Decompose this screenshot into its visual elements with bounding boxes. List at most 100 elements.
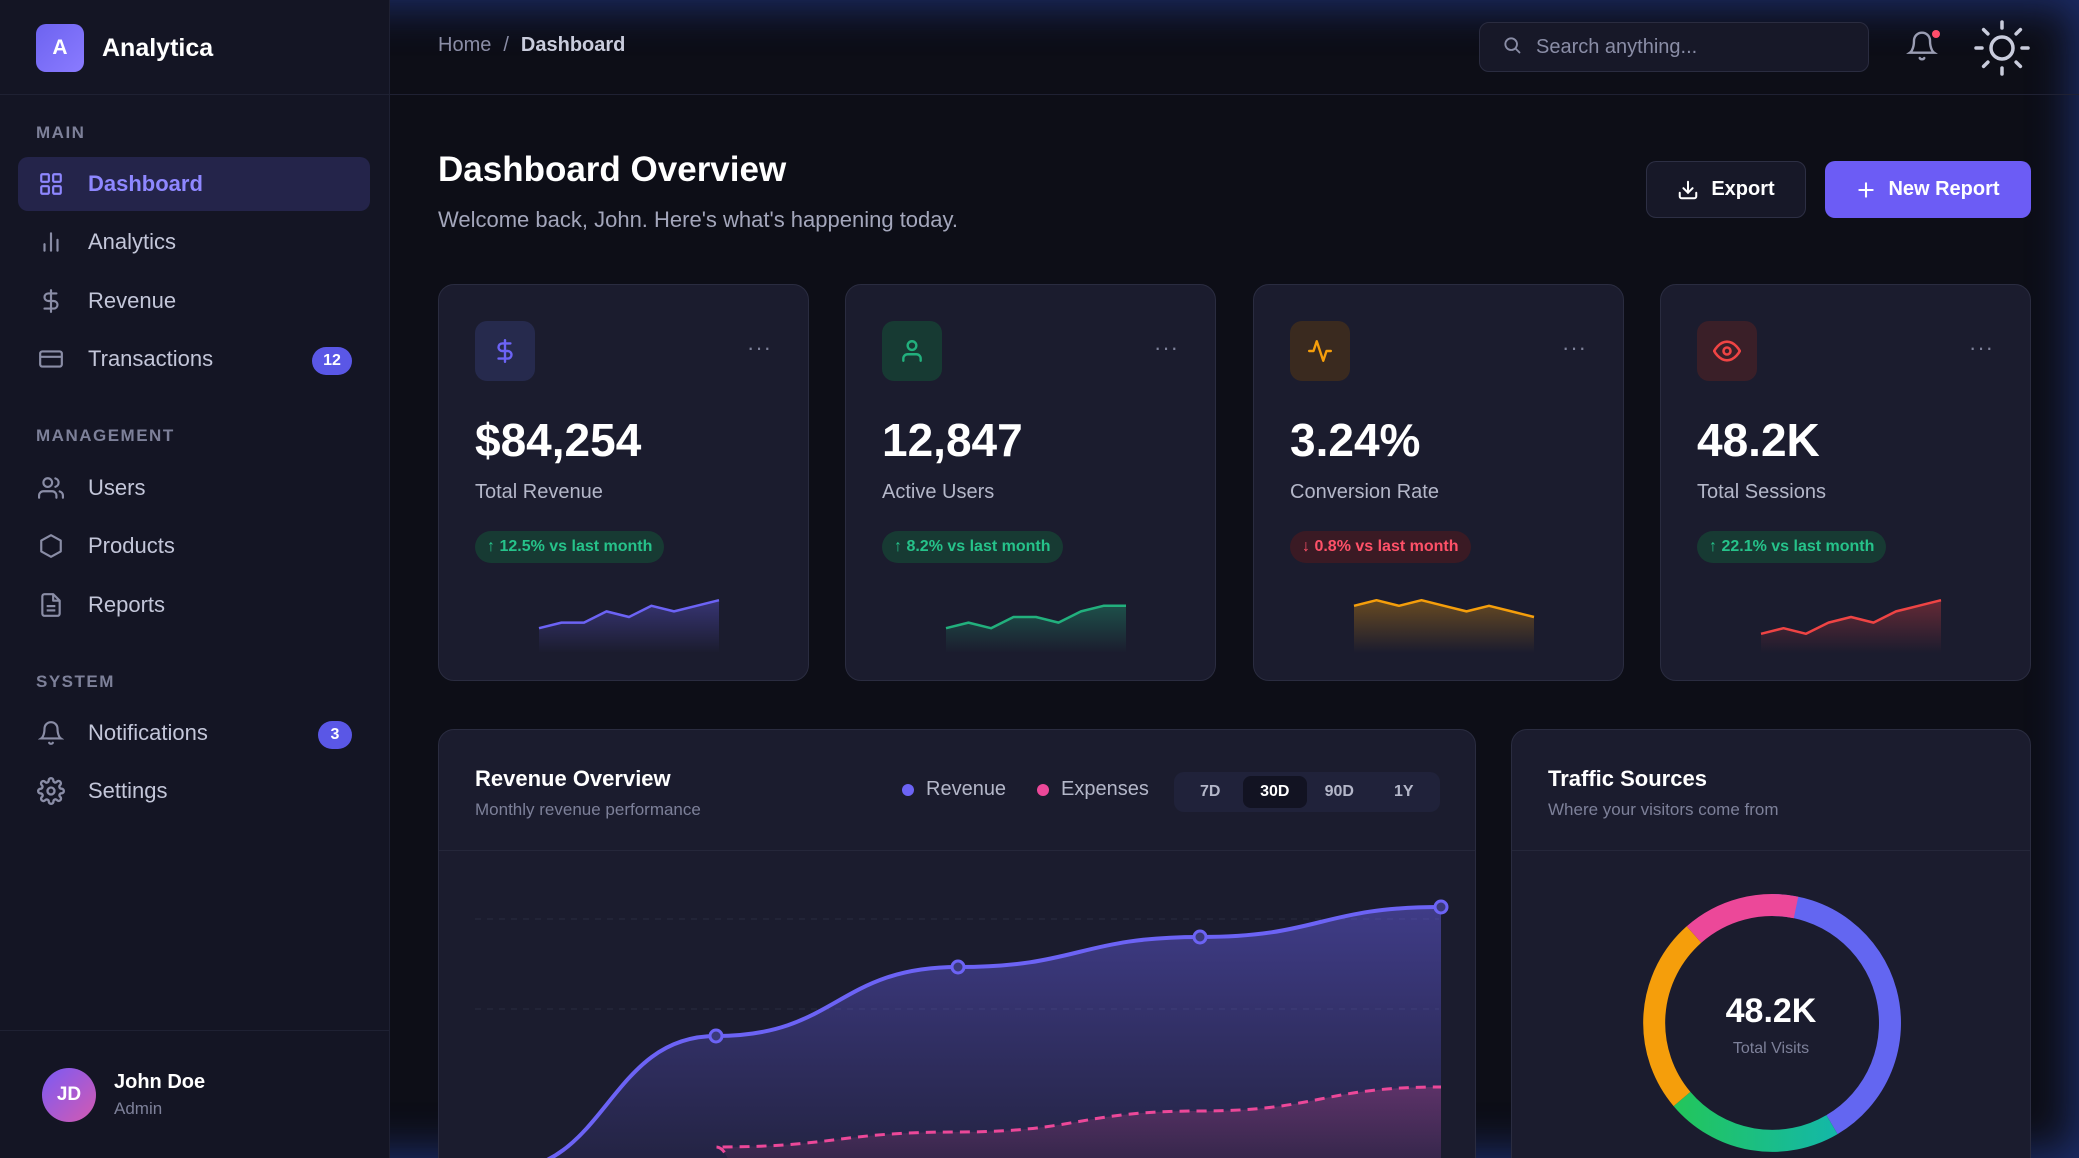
credit-card-icon bbox=[36, 344, 66, 374]
revenue-point bbox=[1192, 929, 1208, 945]
stat-label: Conversion Rate bbox=[1290, 481, 1439, 503]
sidebar-item-label: Reports bbox=[88, 592, 166, 617]
bell-icon bbox=[36, 718, 66, 748]
revenue-overview-panel: Revenue Overview Monthly revenue perform… bbox=[438, 729, 1476, 1158]
sparkline-area bbox=[1761, 600, 1941, 653]
sidebar-item-label: Settings bbox=[88, 778, 168, 803]
sidebar-item-settings[interactable]: Settings bbox=[18, 764, 370, 818]
brand-logo: A bbox=[36, 24, 84, 72]
stat-card-revenue: ··· $84,254 Total Revenue ↑ 12.5% vs las… bbox=[438, 284, 809, 681]
stat-value: 12,847 bbox=[882, 414, 1023, 466]
sidebar-item-label: Notifications bbox=[88, 720, 208, 745]
sidebar-item-dashboard[interactable]: Dashboard bbox=[18, 157, 370, 211]
sidebar-item-label: Analytics bbox=[88, 229, 177, 254]
range-1y[interactable]: 1Y bbox=[1393, 783, 1414, 800]
legend-label: Expenses bbox=[1061, 778, 1149, 800]
legend-label: Revenue bbox=[926, 778, 1007, 800]
search-icon bbox=[1502, 35, 1522, 60]
range-30d[interactable]: 30D bbox=[1242, 776, 1307, 808]
sparkline-line bbox=[1760, 598, 1942, 636]
sidebar-item-analytics[interactable]: Analytics bbox=[18, 215, 370, 269]
brand-name: Analytica bbox=[102, 33, 214, 62]
notifications-button[interactable] bbox=[1906, 30, 1942, 66]
sidebar-item-products[interactable]: Products bbox=[18, 519, 370, 573]
bell-icon bbox=[1906, 31, 1938, 66]
top-header: Home / Dashboard bbox=[390, 0, 2079, 95]
panel-title: Traffic Sources bbox=[1548, 766, 1707, 791]
users-icon bbox=[36, 473, 66, 503]
stat-value: $84,254 bbox=[475, 414, 642, 466]
more-options-button[interactable]: ··· bbox=[747, 335, 772, 360]
breadcrumb: Home / Dashboard bbox=[438, 34, 625, 57]
donut-center-value: 48.2K bbox=[1725, 992, 1817, 1030]
stat-change-badge: ↑ 8.2% vs last month bbox=[882, 531, 1063, 563]
panel-title: Revenue Overview bbox=[475, 766, 671, 791]
export-button[interactable]: Export bbox=[1646, 161, 1806, 218]
sparkline bbox=[1760, 598, 1942, 653]
legend-item-revenue[interactable]: Revenue bbox=[902, 778, 1006, 801]
search-input[interactable] bbox=[1536, 35, 1856, 59]
user-profile[interactable]: JD John Doe Admin bbox=[42, 1068, 205, 1122]
legend-dot bbox=[1037, 783, 1049, 796]
sun-icon bbox=[1972, 20, 2032, 82]
sidebar-item-reports[interactable]: Reports bbox=[18, 578, 370, 632]
legend-item-expenses[interactable]: Expenses bbox=[1037, 778, 1149, 801]
traffic-sources-panel: Traffic Sources Where your visitors come… bbox=[1511, 729, 2031, 1158]
breadcrumb-separator: / bbox=[503, 34, 509, 56]
theme-toggle-button[interactable] bbox=[1972, 18, 2032, 78]
nav-section-system: SYSTEM bbox=[36, 672, 115, 691]
stat-label: Total Revenue bbox=[475, 481, 603, 503]
range-90d[interactable]: 90D bbox=[1324, 783, 1354, 800]
plus-icon bbox=[1858, 181, 1875, 198]
stat-change-badge: ↓ 0.8% vs last month bbox=[1290, 531, 1471, 563]
donut-center-label: Total Visits bbox=[1732, 1040, 1810, 1057]
divider bbox=[1512, 850, 2030, 851]
new-report-button[interactable]: New Report bbox=[1825, 161, 2031, 218]
revenue-point bbox=[708, 1028, 724, 1044]
panel-subtitle: Where your visitors come from bbox=[1548, 800, 1779, 819]
sparkline bbox=[1353, 598, 1535, 653]
user-icon bbox=[882, 321, 942, 381]
sidebar-item-label: Revenue bbox=[88, 288, 177, 313]
file-icon bbox=[36, 590, 66, 620]
traffic-donut-chart bbox=[1643, 894, 1901, 1152]
export-label: Export bbox=[1711, 178, 1775, 200]
sidebar-item-transactions[interactable]: Transactions 12 bbox=[18, 332, 370, 386]
count-badge: 3 bbox=[318, 721, 352, 749]
breadcrumb-home[interactable]: Home bbox=[438, 34, 492, 56]
search-box[interactable] bbox=[1479, 22, 1869, 72]
sparkline-line bbox=[945, 604, 1126, 630]
brand[interactable]: A Analytica bbox=[36, 24, 213, 72]
sparkline bbox=[538, 598, 720, 653]
gear-icon bbox=[36, 776, 66, 806]
activity-icon bbox=[1290, 321, 1350, 381]
divider bbox=[439, 850, 1475, 851]
sidebar-item-notifications[interactable]: Notifications 3 bbox=[18, 706, 370, 760]
range-selector: 7D 30D 90D 1Y bbox=[1174, 772, 1440, 812]
donut-segment bbox=[1643, 926, 1702, 1107]
divider bbox=[0, 94, 390, 95]
stat-change-badge: ↑ 12.5% vs last month bbox=[475, 531, 665, 563]
nav-section-management: MANAGEMENT bbox=[36, 426, 175, 445]
panel-subtitle: Monthly revenue performance bbox=[475, 800, 701, 819]
sparkline bbox=[945, 604, 1126, 653]
range-7d[interactable]: 7D bbox=[1200, 783, 1221, 800]
stat-value: 3.24% bbox=[1290, 414, 1421, 466]
stat-value: 48.2K bbox=[1697, 414, 1820, 466]
sidebar-item-users[interactable]: Users bbox=[18, 461, 370, 515]
sparkline-line bbox=[538, 598, 720, 630]
more-options-button[interactable]: ··· bbox=[1562, 335, 1587, 360]
sidebar-item-revenue[interactable]: Revenue bbox=[18, 274, 370, 328]
sparkline-area bbox=[539, 600, 719, 653]
breadcrumb-current: Dashboard bbox=[520, 34, 626, 56]
more-options-button[interactable]: ··· bbox=[1154, 335, 1179, 360]
stat-card-sessions: ··· 48.2K Total Sessions ↑ 22.1% vs last… bbox=[1660, 284, 2031, 681]
user-name: John Doe bbox=[114, 1071, 206, 1093]
avatar: JD bbox=[42, 1068, 96, 1122]
donut-segment bbox=[1686, 894, 1799, 943]
donut-segment bbox=[1771, 894, 1901, 1135]
more-options-button[interactable]: ··· bbox=[1969, 335, 1994, 360]
sparkline-area bbox=[1354, 600, 1534, 653]
sparkline-area bbox=[946, 605, 1126, 653]
arrow-up-icon: ↑ bbox=[1709, 538, 1722, 555]
